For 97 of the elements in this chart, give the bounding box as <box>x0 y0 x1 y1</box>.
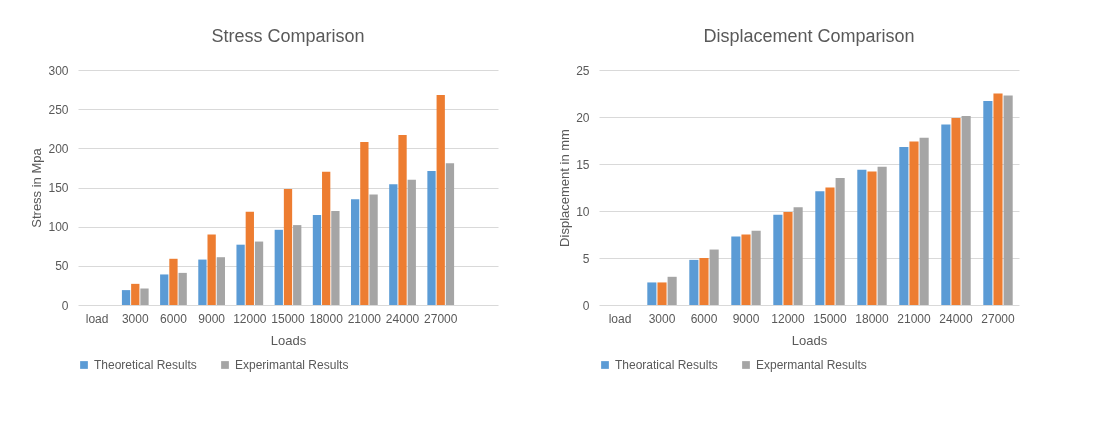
bar <box>121 290 131 305</box>
x-axis-title: Loads <box>270 332 307 348</box>
bar <box>254 241 264 305</box>
bar <box>427 171 436 305</box>
bar <box>741 234 751 305</box>
bar <box>689 259 699 305</box>
bar <box>825 187 835 305</box>
bar <box>322 171 331 305</box>
bar <box>369 194 378 305</box>
bar <box>293 225 302 305</box>
bar <box>667 276 677 305</box>
x-axis-title: Loads <box>791 332 828 348</box>
bar <box>131 283 140 305</box>
bar <box>245 211 254 305</box>
bar <box>941 124 951 305</box>
y-tick-label: 0 <box>582 298 590 313</box>
bar <box>351 199 360 305</box>
x-tick-label: 12000 <box>233 311 267 326</box>
x-tick-label: 9000 <box>198 311 226 326</box>
bar <box>731 236 741 305</box>
bar <box>389 184 398 305</box>
y-tick-label: 300 <box>48 63 69 78</box>
y-axis-title: Displacement in mm <box>557 129 573 247</box>
x-tick-label: 9000 <box>732 311 760 326</box>
bar <box>436 95 445 305</box>
bar <box>699 258 709 305</box>
bar <box>657 282 667 305</box>
bar <box>773 214 783 305</box>
x-tick-label: 21000 <box>347 311 382 326</box>
bar <box>993 93 1003 305</box>
legend-label: Theoretical Results <box>94 358 197 372</box>
bar <box>169 258 178 305</box>
bar <box>857 169 867 305</box>
y-tick-label: 50 <box>55 259 69 274</box>
y-tick-label: 25 <box>576 63 590 78</box>
bar <box>1003 95 1013 305</box>
legend-label: Theoratical Results <box>615 358 718 372</box>
bar <box>407 179 416 305</box>
bar <box>877 166 887 305</box>
bar <box>983 101 993 305</box>
bar <box>909 141 919 305</box>
bar <box>198 259 207 305</box>
x-tick-label: 18000 <box>855 311 890 326</box>
x-tick-label: 27000 <box>981 311 1016 326</box>
chart-title: Stress Comparison <box>211 26 365 46</box>
y-tick-label: 5 <box>582 251 590 266</box>
legend-label: Expermantal Results <box>756 358 867 372</box>
bar <box>445 163 455 305</box>
bar <box>331 211 340 305</box>
legend-label: Experimantal Results <box>235 358 349 372</box>
bar <box>283 189 293 305</box>
bar <box>312 214 322 305</box>
bar <box>140 288 149 305</box>
bar <box>815 191 825 305</box>
bar <box>236 244 245 305</box>
x-tick-label: 3000 <box>121 311 149 326</box>
bar <box>207 234 216 305</box>
x-tick-label: 24000 <box>385 311 420 326</box>
y-tick-label: 100 <box>48 220 69 235</box>
bar <box>216 257 225 305</box>
bar <box>919 137 929 305</box>
bar <box>951 117 961 305</box>
y-axis-title: Stress in Mpa <box>29 147 45 228</box>
y-tick-label: 15 <box>576 157 590 172</box>
bar <box>961 116 971 305</box>
x-tick-label: load <box>85 311 109 326</box>
x-tick-label: 21000 <box>897 311 932 326</box>
bar <box>899 147 909 305</box>
y-tick-label: 150 <box>48 181 69 195</box>
x-tick-label: 6000 <box>160 311 188 326</box>
bar <box>793 207 803 305</box>
x-tick-label: 15000 <box>271 311 306 326</box>
bar <box>751 230 761 305</box>
x-tick-label: load <box>608 311 632 326</box>
x-tick-label: 3000 <box>648 311 676 326</box>
x-tick-label: 27000 <box>424 311 458 326</box>
bar <box>178 272 187 305</box>
bar <box>398 135 407 305</box>
x-tick-label: 6000 <box>690 311 718 326</box>
bar <box>360 142 369 305</box>
bar <box>867 171 877 305</box>
bar <box>647 282 657 305</box>
y-tick-label: 10 <box>576 204 590 219</box>
y-tick-label: 20 <box>576 110 590 125</box>
x-tick-label: 24000 <box>939 311 974 326</box>
bar <box>783 211 793 305</box>
x-tick-label: 12000 <box>771 311 806 326</box>
x-tick-label: 15000 <box>813 311 848 326</box>
y-tick-label: 200 <box>48 141 69 156</box>
bar <box>274 229 283 305</box>
bar <box>835 178 845 305</box>
y-tick-label: 0 <box>61 298 69 313</box>
chart-title: Displacement Comparison <box>703 26 915 46</box>
bar <box>160 274 169 305</box>
y-tick-label: 250 <box>48 102 69 117</box>
x-tick-label: 18000 <box>309 311 344 326</box>
bar <box>709 249 719 305</box>
